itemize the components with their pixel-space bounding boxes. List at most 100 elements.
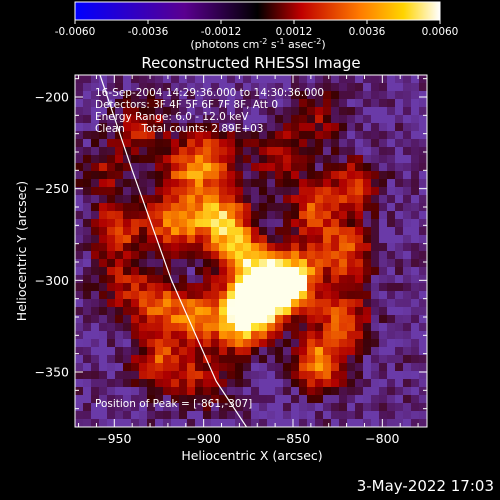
heatmap-cell [267,315,276,324]
heatmap-cell [379,211,388,220]
heatmap-cell [323,307,332,316]
heatmap-cell [275,163,284,172]
heatmap-cell [179,187,188,196]
heatmap-cell [75,147,84,156]
heatmap-cell [395,251,404,260]
heatmap-cell [155,219,164,228]
heatmap-cell [187,203,196,212]
heatmap-cell [107,83,116,92]
heatmap-cell [155,227,164,236]
heatmap-cell [307,219,316,228]
x-tick-label: −800 [365,431,399,446]
heatmap-cell [187,395,196,404]
heatmap-cell [75,363,84,372]
heatmap-cell [307,411,316,420]
heatmap-cell [115,83,124,92]
heatmap-cell [275,235,284,244]
heatmap-cell [227,195,236,204]
heatmap-cell [163,243,172,252]
heatmap-cell [339,411,348,420]
heatmap-cell [219,299,228,308]
heatmap-cell [99,83,108,92]
heatmap-cell [347,227,356,236]
heatmap-cell [291,403,300,412]
heatmap-cell [307,291,316,300]
heatmap-cell [339,179,348,188]
heatmap-cell [291,379,300,388]
heatmap-cell [107,371,116,380]
heatmap-cell [363,115,372,124]
heatmap-cell [75,211,84,220]
heatmap-cell [339,75,348,84]
heatmap-cell [411,275,420,284]
heatmap-cell [315,283,324,292]
heatmap-cell [163,83,172,92]
heatmap-cell [195,75,204,84]
heatmap-cell [171,403,180,412]
heatmap-cell [259,307,268,316]
heatmap-cell [387,131,396,140]
heatmap-cell [179,131,188,140]
heatmap-cell [371,387,380,396]
heatmap-cell [339,347,348,356]
heatmap-cell [171,219,180,228]
heatmap-cell [259,291,268,300]
heatmap-cell [83,115,92,124]
heatmap-cell [131,155,140,164]
colorbar-tick-label: 0.0060 [422,26,459,38]
heatmap-cell [131,107,140,116]
heatmap-cell [195,147,204,156]
heatmap-cell [403,419,412,427]
heatmap-cell [115,363,124,372]
heatmap-cell [387,219,396,228]
heatmap-cell [259,267,268,276]
heatmap-cell [195,219,204,228]
heatmap-cell [147,203,156,212]
heatmap-cell [211,171,220,180]
heatmap-cell [139,147,148,156]
heatmap-cell [331,411,340,420]
heatmap-cell [131,179,140,188]
heatmap-cell [283,235,292,244]
heatmap-cell [387,347,396,356]
heatmap-cell [147,307,156,316]
heatmap-cell [171,83,180,92]
heatmap-cell [315,115,324,124]
heatmap-cell [115,419,124,427]
heatmap-cell [387,227,396,236]
heatmap-cell [395,75,404,84]
heatmap-cell [211,387,220,396]
heatmap-cell [363,83,372,92]
heatmap-cell [187,331,196,340]
heatmap-cell [139,123,148,132]
heatmap-cell [363,379,372,388]
heatmap-cell [259,347,268,356]
heatmap-cell [179,267,188,276]
heatmap-cell [339,211,348,220]
heatmap-cell [235,315,244,324]
colorbar-tick-label: -0.0036 [128,26,169,38]
heatmap-cell [315,203,324,212]
heatmap-cell [339,403,348,412]
heatmap-cell [75,155,84,164]
heatmap-cell [339,371,348,380]
heatmap-cell [363,123,372,132]
heatmap-cell [275,195,284,204]
heatmap-cell [227,219,236,228]
heatmap-cell [299,243,308,252]
heatmap-cell [299,339,308,348]
heatmap-cell [267,395,276,404]
heatmap-cell [347,83,356,92]
heatmap-cell [99,323,108,332]
heatmap-cell [83,195,92,204]
heatmap-cell [227,155,236,164]
heatmap-cell [75,195,84,204]
heatmap-cell [107,147,116,156]
heatmap-cell [379,363,388,372]
heatmap-cell [139,387,148,396]
heatmap-cell [235,219,244,228]
heatmap-cell [267,363,276,372]
heatmap-cell [187,243,196,252]
heatmap-cell [235,363,244,372]
heatmap-cell [419,315,427,324]
